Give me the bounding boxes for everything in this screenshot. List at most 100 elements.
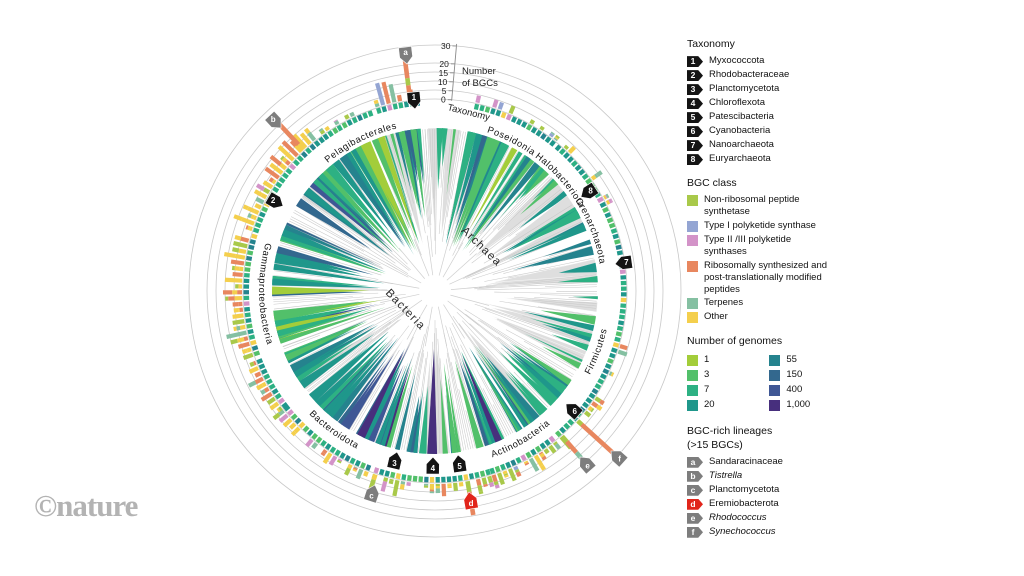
taxonomy-ring-tick [282, 172, 289, 180]
bgc-bar-segment [240, 236, 250, 243]
marker-label: 5 [457, 462, 462, 471]
leaf-branch [422, 129, 433, 257]
bgc-bar-segment [277, 409, 285, 416]
leaf-branch [294, 210, 398, 270]
clade-wedge [475, 350, 528, 428]
clade-wedge [418, 354, 431, 455]
taxonomy-ring-tick [247, 328, 254, 335]
taxonomy-ring-tick [362, 112, 369, 119]
taxonomy-pennant-icon: 7 [687, 140, 703, 152]
clade-wedge [469, 156, 531, 243]
lineage-item-label: Planctomycetota [709, 483, 780, 495]
bgc-bar-segment [388, 83, 397, 103]
bgc-axis-title: of BGCs [462, 78, 498, 89]
taxonomy-ring-tick [302, 425, 310, 433]
leaf-branch [488, 148, 512, 190]
bgc-rich-bar-segment [402, 60, 410, 79]
leaf-branch [496, 318, 583, 358]
leaf-branch [477, 286, 597, 291]
taxonomy-ring-tick [403, 101, 409, 108]
bgc-bar-segment [328, 455, 338, 466]
clade-wedge [323, 340, 391, 414]
bgc-bar-segment [453, 482, 459, 492]
leaf-branch [482, 388, 507, 437]
leaf-branch [459, 131, 467, 161]
leaf-branch [497, 178, 552, 231]
bgc-bar-segment [533, 454, 544, 467]
bgc-rich-bar-segment [580, 422, 616, 456]
bgc-bar-segment [481, 477, 488, 485]
leaf-branch [508, 188, 562, 232]
leaf-branch [273, 294, 406, 310]
lineage-pennant-icon: f [687, 526, 703, 538]
bgc-axis-tick-label: 0 [441, 95, 446, 105]
leaf-branch [443, 332, 469, 450]
bgc-bar-segment [523, 460, 529, 465]
bgc-rich-bar-segment [560, 434, 569, 444]
clade-wedge [343, 353, 395, 430]
taxonomy-legend-item: 6 Cyanobacteria [687, 125, 879, 138]
bgc-class-legend-title: BGC class [687, 177, 737, 190]
bgc-class-item-label: Type I polyketide synthase [704, 220, 816, 231]
bgc-bar-segment [441, 483, 447, 497]
bgc-bar-segment [497, 101, 504, 110]
taxonomy-ring-tick [373, 467, 380, 474]
taxonomy-ring-tick [614, 336, 621, 343]
bgc-bar-segment [303, 136, 312, 146]
bgc-bar-segment [236, 325, 241, 331]
clade-wedge [273, 301, 369, 321]
bgc-bar-segment [288, 422, 297, 430]
leaf-branch [492, 404, 510, 436]
clade-wedge [319, 341, 388, 413]
clade-wedge [446, 129, 456, 196]
leaf-branch [537, 306, 596, 316]
clade-wedge [339, 155, 405, 248]
clade-wedge [502, 297, 598, 313]
bgc-bar-segment [234, 235, 242, 241]
bgc-bar-segment [599, 399, 605, 406]
bgc-bar-segment [261, 381, 267, 388]
bgc-bar-segment [483, 483, 488, 488]
taxonomy-ring-tick [554, 144, 562, 152]
bgc-bar-segment [246, 347, 252, 353]
lineage-item-label: Eremiobacterota [709, 497, 779, 509]
clade-wedge [351, 149, 415, 256]
clade-wedge [313, 178, 385, 245]
leaf-branch [492, 246, 591, 275]
taxonomy-ring-tick [525, 123, 533, 131]
marker-b: b [264, 110, 282, 129]
taxonomy-ring-tick [320, 439, 327, 447]
bgc-bar-segment [388, 480, 394, 485]
clade-wedge [508, 370, 548, 413]
genomes-item-label: 150 [786, 369, 803, 381]
bgc-bar-segment [269, 154, 282, 167]
taxonomy-legend-item: 2 Rhodobacteraceae [687, 69, 879, 82]
clade-wedge [557, 276, 598, 283]
leaf-branch [280, 242, 324, 257]
clade-wedge [276, 308, 372, 337]
bgc-bar-segment [233, 241, 248, 249]
taxonomy-ring-tick [615, 331, 622, 337]
bgc-bar-segment [590, 174, 597, 181]
bgc-bar-segment [619, 344, 628, 351]
bgc-bar-segment [299, 132, 307, 140]
bgc-bar-segment [230, 338, 238, 345]
taxonomy-item-label: Cyanobacteria [709, 125, 771, 137]
bgc-bar-segment [324, 125, 331, 132]
genomes-swatch [769, 370, 781, 381]
marker-pennant-icon [452, 454, 468, 474]
taxonomy-ring-tick [619, 269, 626, 275]
taxonomy-ring-tick [251, 233, 258, 240]
bgc-bar-segment [238, 248, 247, 255]
bgc-bar-segment [232, 247, 240, 253]
taxonomy-pennant-icon: 4 [687, 98, 703, 110]
bgc-bar-segment [563, 144, 570, 150]
taxonomy-ring-tick [574, 164, 582, 172]
taxonomy-ring-tick [615, 244, 622, 251]
taxonomy-ring-tick [294, 417, 302, 425]
lineage-item-label: Sandaracinaceae [709, 455, 783, 467]
taxonomy-ring-tick [318, 136, 326, 144]
bgc-bar-segment [278, 406, 283, 412]
leaf-branch [394, 351, 420, 448]
bgc-bar-segment [603, 194, 607, 200]
